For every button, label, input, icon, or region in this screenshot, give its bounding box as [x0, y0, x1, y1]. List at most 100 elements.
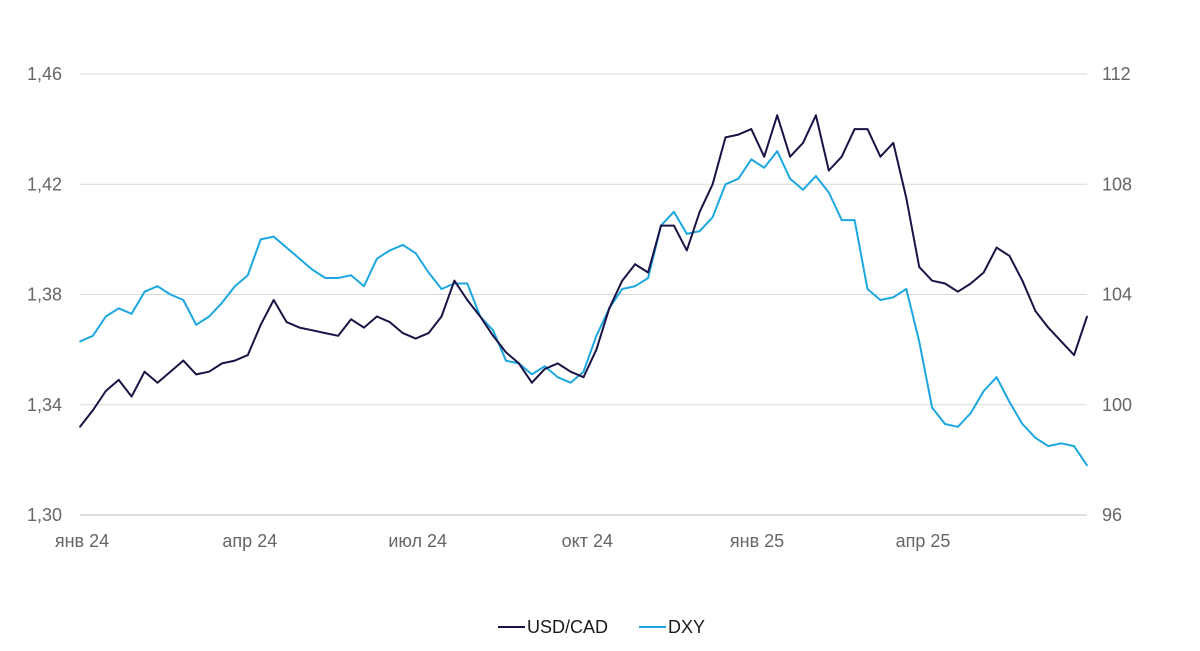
- data-point-usd-cad: [337, 334, 340, 337]
- data-point-usd-cad: [918, 266, 921, 268]
- data-point-dxy: [311, 268, 314, 271]
- data-point-usd-cad: [1047, 326, 1050, 329]
- data-point-usd-cad: [776, 114, 779, 117]
- x-tick-label: янв 24: [55, 531, 109, 551]
- x-tick-label: апр 25: [896, 531, 951, 551]
- data-point-dxy: [698, 230, 701, 233]
- data-point-dxy: [647, 277, 649, 279]
- data-point-usd-cad: [195, 373, 198, 376]
- data-point-dxy: [414, 252, 417, 255]
- data-point-usd-cad: [763, 155, 766, 158]
- data-point-dxy: [673, 210, 675, 213]
- data-point-dxy: [1021, 423, 1024, 425]
- data-point-usd-cad: [931, 279, 933, 282]
- data-point-dxy: [324, 277, 327, 279]
- data-point-dxy: [905, 288, 908, 290]
- data-point-dxy: [388, 249, 391, 252]
- data-point-dxy: [595, 334, 598, 337]
- data-point-dxy: [569, 381, 572, 384]
- data-point-dxy: [337, 277, 340, 279]
- data-point-usd-cad: [272, 299, 275, 301]
- data-point-usd-cad: [944, 282, 946, 285]
- data-point-dxy: [182, 299, 185, 301]
- data-point-dxy: [492, 329, 494, 332]
- data-point-usd-cad: [79, 425, 81, 428]
- data-point-dxy: [246, 274, 249, 277]
- data-point-dxy: [130, 312, 133, 315]
- grid-lines: [80, 73, 1087, 516]
- data-point-dxy: [840, 219, 843, 222]
- data-point-dxy: [776, 150, 779, 153]
- data-point-usd-cad: [853, 128, 856, 131]
- data-point-dxy: [866, 288, 869, 290]
- data-point-dxy: [763, 166, 766, 169]
- data-point-dxy: [1073, 445, 1075, 447]
- data-point-usd-cad: [827, 169, 830, 172]
- data-point-dxy: [92, 334, 94, 337]
- data-point-dxy: [969, 412, 972, 414]
- data-point-dxy: [711, 216, 714, 219]
- data-point-dxy: [169, 293, 172, 296]
- data-point-usd-cad: [221, 362, 223, 365]
- data-point-usd-cad: [995, 246, 998, 249]
- data-point-dxy: [531, 373, 533, 376]
- data-point-dxy: [982, 390, 985, 392]
- data-point-dxy: [802, 188, 804, 191]
- data-point-usd-cad: [259, 323, 262, 326]
- data-point-dxy: [221, 301, 223, 304]
- data-point-usd-cad: [246, 354, 249, 356]
- data-point-usd-cad: [1021, 279, 1024, 282]
- data-point-usd-cad: [957, 290, 959, 293]
- data-point-usd-cad: [608, 307, 611, 310]
- data-point-dxy: [79, 340, 81, 343]
- data-point-dxy: [789, 177, 791, 180]
- data-point-usd-cad: [866, 128, 869, 131]
- data-point-usd-cad: [492, 334, 494, 337]
- data-point-usd-cad: [840, 155, 843, 158]
- data-point-usd-cad: [569, 370, 572, 373]
- data-point-dxy: [750, 158, 753, 161]
- data-point-usd-cad: [169, 370, 172, 373]
- data-point-dxy: [427, 271, 430, 274]
- data-point-usd-cad: [1034, 310, 1037, 312]
- data-point-dxy: [104, 315, 107, 318]
- data-point-usd-cad: [285, 321, 288, 323]
- data-point-usd-cad: [466, 299, 469, 301]
- y-right-tick-label: 104: [1102, 285, 1132, 305]
- data-point-dxy: [918, 340, 921, 343]
- data-point-usd-cad: [505, 351, 507, 354]
- data-point-dxy: [737, 177, 740, 180]
- data-point-usd-cad: [401, 332, 404, 334]
- legend-label: USD/CAD: [527, 617, 608, 637]
- data-point-dxy: [1008, 401, 1011, 403]
- data-point-usd-cad: [634, 263, 636, 266]
- data-point-dxy: [931, 406, 933, 409]
- data-point-usd-cad: [298, 326, 301, 329]
- data-point-usd-cad: [543, 368, 546, 370]
- data-point-usd-cad: [673, 224, 675, 227]
- data-point-usd-cad: [1060, 340, 1063, 343]
- data-point-dxy: [879, 299, 882, 301]
- data-point-usd-cad: [1008, 255, 1011, 257]
- data-point-usd-cad: [556, 362, 559, 365]
- x-tick-label: окт 24: [562, 531, 613, 551]
- data-point-usd-cad: [363, 326, 365, 329]
- data-point-usd-cad: [117, 379, 120, 381]
- y-left-tick-label: 1,42: [27, 174, 62, 194]
- data-point-dxy: [143, 290, 146, 293]
- data-point-usd-cad: [789, 155, 791, 158]
- data-point-dxy: [582, 370, 585, 373]
- data-point-usd-cad: [595, 348, 598, 351]
- data-point-dxy: [363, 285, 365, 288]
- data-point-dxy: [815, 175, 817, 177]
- data-point-usd-cad: [518, 362, 520, 365]
- data-point-usd-cad: [750, 128, 753, 131]
- data-point-dxy: [401, 244, 404, 246]
- data-point-usd-cad: [311, 329, 314, 332]
- data-point-usd-cad: [1086, 315, 1088, 318]
- data-point-usd-cad: [905, 197, 908, 199]
- y-right-tick-label: 96: [1102, 505, 1122, 525]
- data-point-usd-cad: [182, 359, 185, 362]
- data-point-dxy: [195, 323, 198, 326]
